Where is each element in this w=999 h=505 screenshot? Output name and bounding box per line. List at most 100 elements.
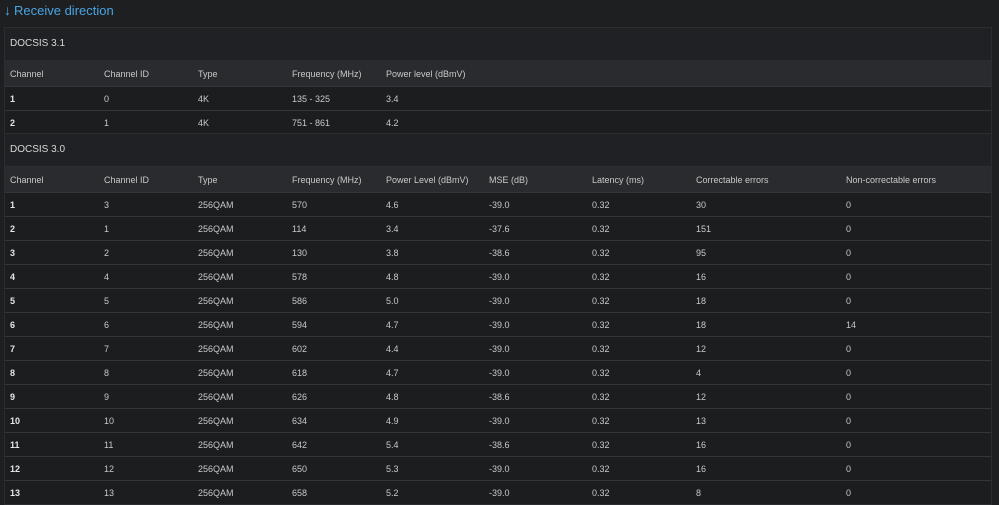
table-cell: 13 — [5, 480, 99, 504]
table-cell: 3.8 — [381, 240, 484, 265]
table-cell: 256QAM — [193, 312, 287, 337]
table-cell: 4 — [99, 264, 193, 289]
table-cell: 0.32 — [587, 216, 691, 241]
table-cell: -39.0 — [484, 408, 587, 433]
table-cell: 95 — [691, 240, 841, 265]
table-cell: 4K — [193, 86, 287, 111]
table-row: 1 3 256QAM 570 4.6 -39.0 0.32 30 0 — [5, 192, 991, 217]
table-row: 4 4 256QAM 578 4.8 -39.0 0.32 16 0 — [5, 264, 991, 289]
table-cell: 4.6 — [381, 192, 484, 217]
table-cell: 0.32 — [587, 432, 691, 457]
table-cell: 642 — [287, 432, 381, 457]
table-cell: -39.0 — [484, 480, 587, 504]
table-cell: 594 — [287, 312, 381, 337]
docsis-31-title: DOCSIS 3.1 — [5, 28, 991, 61]
arrow-down-icon: ↓ — [4, 2, 11, 18]
column-header-channel-id: Channel ID — [99, 61, 193, 87]
table-cell: 7 — [99, 336, 193, 361]
column-header-power-level: Power level (dBmV) — [381, 61, 991, 87]
column-header-latency: Latency (ms) — [587, 167, 691, 193]
column-header-mse: MSE (dB) — [484, 167, 587, 193]
table-cell: 0.32 — [587, 312, 691, 337]
docsis-30-panel: DOCSIS 3.0 Channel Channel ID Type Frequ… — [4, 133, 992, 505]
table-cell: 7 — [5, 336, 99, 361]
table-cell: 256QAM — [193, 216, 287, 241]
table-cell: 0 — [841, 192, 991, 217]
docsis-31-panel: DOCSIS 3.1 Channel Channel ID Type Frequ… — [4, 27, 992, 135]
docsis-30-title: DOCSIS 3.0 — [5, 134, 991, 167]
table-cell: 9 — [99, 384, 193, 409]
table-cell: 4.9 — [381, 408, 484, 433]
table-cell: 5 — [99, 288, 193, 313]
table-cell: 18 — [691, 312, 841, 337]
table-row: 9 9 256QAM 626 4.8 -38.6 0.32 12 0 — [5, 384, 991, 409]
table-row: 11 11 256QAM 642 5.4 -38.6 0.32 16 0 — [5, 432, 991, 457]
table-cell: 0 — [841, 216, 991, 241]
table-cell: 1 — [99, 216, 193, 241]
table-cell: -38.6 — [484, 432, 587, 457]
table-cell: 256QAM — [193, 240, 287, 265]
receive-direction-heading: ↓ Receive direction — [4, 2, 114, 18]
table-cell: 3.4 — [381, 216, 484, 241]
column-header-type: Type — [193, 61, 287, 87]
table-cell: 0.32 — [587, 408, 691, 433]
docsis-30-table: Channel Channel ID Type Frequency (MHz) … — [5, 167, 991, 504]
column-header-frequency: Frequency (MHz) — [287, 61, 381, 87]
table-cell: 4.8 — [381, 384, 484, 409]
table-cell: 8 — [691, 480, 841, 504]
table-cell: 626 — [287, 384, 381, 409]
table-cell: 256QAM — [193, 480, 287, 504]
table-cell: 256QAM — [193, 384, 287, 409]
table-cell: 618 — [287, 360, 381, 385]
table-cell: 1 — [5, 86, 99, 111]
table-cell: 0 — [841, 264, 991, 289]
table-cell: 0.32 — [587, 336, 691, 361]
table-cell: -39.0 — [484, 456, 587, 481]
table-cell: 3 — [5, 240, 99, 265]
table-cell: 30 — [691, 192, 841, 217]
table-cell: 658 — [287, 480, 381, 504]
column-header-power-level: Power Level (dBmV) — [381, 167, 484, 193]
table-cell: 130 — [287, 240, 381, 265]
table-row: 2 1 256QAM 114 3.4 -37.6 0.32 151 0 — [5, 216, 991, 241]
table-cell: 13 — [99, 480, 193, 504]
table-cell: 0 — [841, 456, 991, 481]
table-cell: 0.32 — [587, 264, 691, 289]
table-cell: 5.2 — [381, 480, 484, 504]
table-cell: 1 — [99, 110, 193, 134]
table-cell: 0 — [841, 288, 991, 313]
table-cell: 4 — [5, 264, 99, 289]
table-cell: -39.0 — [484, 360, 587, 385]
table-cell: 8 — [99, 360, 193, 385]
table-cell: 0.32 — [587, 480, 691, 504]
table-cell: 5 — [5, 288, 99, 313]
table-cell: 4.4 — [381, 336, 484, 361]
table-cell: 0.32 — [587, 456, 691, 481]
table-cell: 3.4 — [381, 86, 991, 111]
table-cell: 10 — [5, 408, 99, 433]
table-cell: 1 — [5, 192, 99, 217]
table-cell: 9 — [5, 384, 99, 409]
docsis-30-header-row: Channel Channel ID Type Frequency (MHz) … — [5, 167, 991, 193]
table-cell: 12 — [99, 456, 193, 481]
table-cell: 256QAM — [193, 432, 287, 457]
table-cell: 4.7 — [381, 312, 484, 337]
table-cell: 0.32 — [587, 384, 691, 409]
table-cell: 2 — [5, 216, 99, 241]
table-cell: 0 — [841, 480, 991, 504]
table-cell: -39.0 — [484, 312, 587, 337]
column-header-non-correctable-errors: Non-correctable errors — [841, 167, 991, 193]
table-cell: 256QAM — [193, 360, 287, 385]
table-cell: 18 — [691, 288, 841, 313]
table-cell: 4.8 — [381, 264, 484, 289]
table-cell: 6 — [5, 312, 99, 337]
table-cell: 0.32 — [587, 360, 691, 385]
table-cell: 256QAM — [193, 288, 287, 313]
table-cell: 0.32 — [587, 288, 691, 313]
table-cell: 0 — [841, 336, 991, 361]
table-cell: 0 — [841, 408, 991, 433]
table-cell: 570 — [287, 192, 381, 217]
table-cell: 0 — [99, 86, 193, 111]
table-cell: -37.6 — [484, 216, 587, 241]
table-cell: 11 — [99, 432, 193, 457]
